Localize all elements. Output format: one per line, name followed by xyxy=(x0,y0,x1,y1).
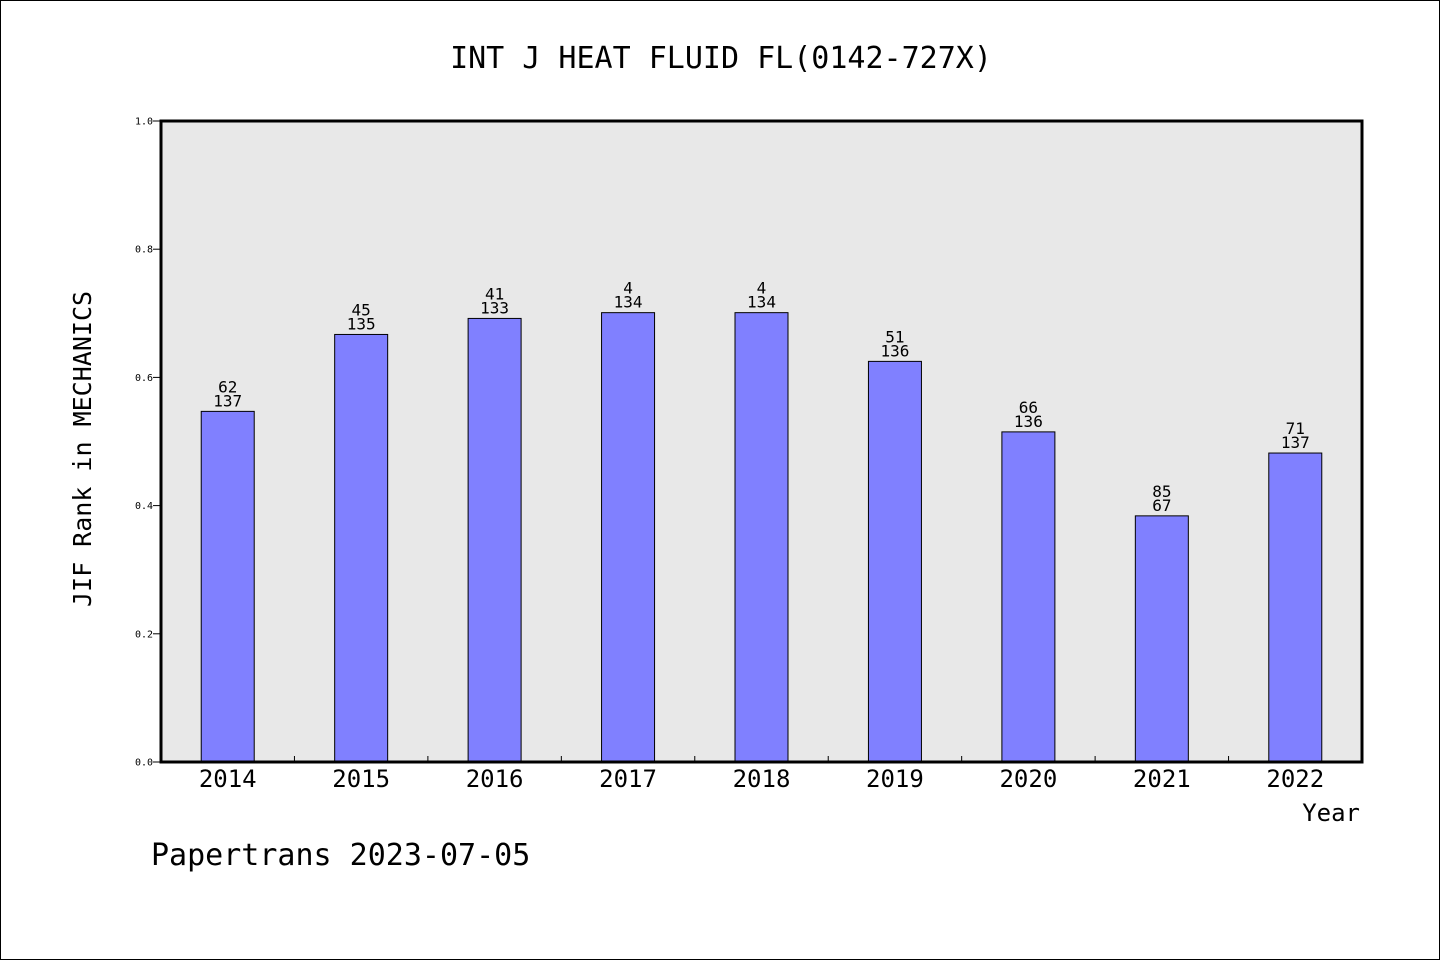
total-label: 137 xyxy=(1281,433,1310,452)
bar-2022 xyxy=(1268,452,1323,763)
x-tick-label: 2022 xyxy=(1266,765,1324,793)
bar-2020 xyxy=(1001,431,1056,763)
x-tick-label: 2019 xyxy=(866,765,924,793)
rank-label: 71 xyxy=(1286,419,1305,438)
y-tick-label: 0.6 xyxy=(135,373,153,384)
footer-credit: Papertrans 2023-07-05 xyxy=(151,838,530,873)
y-axis-label: JIF Rank in MECHANICS xyxy=(68,291,97,607)
total-label: 137 xyxy=(213,391,242,410)
total-label: 135 xyxy=(347,314,376,333)
rank-label: 62 xyxy=(218,377,237,396)
total-label: 133 xyxy=(480,298,509,317)
bar-2016 xyxy=(467,317,522,763)
bar-series: 6213745135411334134413451136661368567711… xyxy=(200,279,1323,763)
x-tick-label: 2014 xyxy=(199,765,257,793)
y-tick-label: 0.0 xyxy=(135,758,153,769)
y-tick-label: 0.8 xyxy=(135,245,153,256)
y-tick-label: 1.0 xyxy=(135,117,153,128)
y-tick-label: 0.4 xyxy=(135,501,153,512)
rank-label: 45 xyxy=(352,300,371,319)
total-label: 136 xyxy=(1014,412,1043,431)
rank-label: 4 xyxy=(623,279,633,298)
bar-2014 xyxy=(200,410,255,763)
bar-2019 xyxy=(867,360,922,763)
bar-2021 xyxy=(1134,515,1189,763)
bar-2018 xyxy=(734,312,789,763)
x-tick-label: 2021 xyxy=(1133,765,1191,793)
rank-label: 41 xyxy=(485,284,504,303)
x-axis: 2014 2015 2016 2017 2018 2019 2020 2021 2022 xyxy=(199,756,1324,793)
rank-label: 4 xyxy=(757,279,767,298)
y-axis: 0.0 0.2 0.4 0.6 0.8 1.0 xyxy=(135,117,161,769)
rank-label: 85 xyxy=(1152,482,1171,501)
x-axis-label: Year xyxy=(1302,799,1360,827)
rank-label: 66 xyxy=(1019,398,1038,417)
rank-label: 51 xyxy=(885,327,904,346)
total-label: 134 xyxy=(747,293,776,312)
x-tick-label: 2018 xyxy=(733,765,791,793)
chart-title: INT J HEAT FLUID FL(0142-727X) xyxy=(450,41,992,76)
total-label: 67 xyxy=(1152,496,1171,515)
bar-2017 xyxy=(601,312,656,763)
x-tick-label: 2016 xyxy=(466,765,524,793)
bar-2015 xyxy=(334,333,389,763)
x-tick-label: 2020 xyxy=(999,765,1057,793)
x-tick-label: 2017 xyxy=(599,765,657,793)
total-label: 134 xyxy=(614,293,643,312)
y-tick-label: 0.2 xyxy=(135,629,153,640)
plot-border xyxy=(159,119,1364,764)
total-label: 136 xyxy=(880,341,909,360)
x-tick-label: 2015 xyxy=(332,765,390,793)
